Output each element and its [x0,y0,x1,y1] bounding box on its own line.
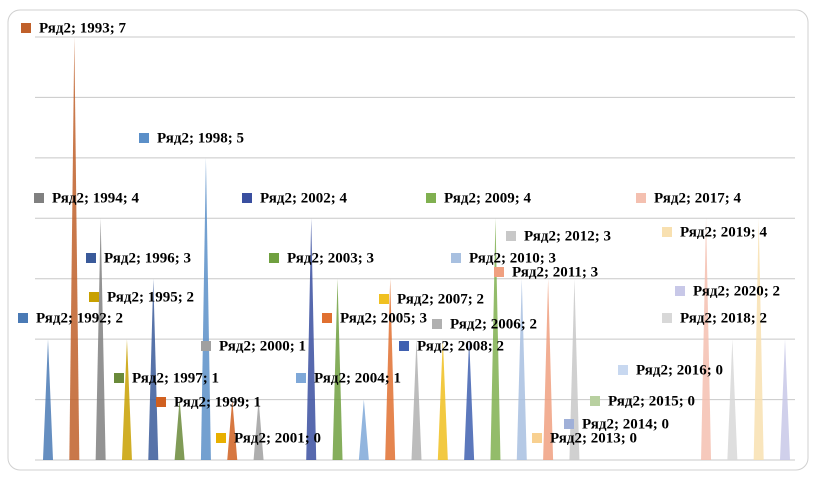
data-label: Ряд2; 2016; 0 [636,362,723,378]
data-label: Ряд2; 2004; 1 [314,370,401,386]
spike [69,37,80,460]
label-key [21,23,31,33]
data-label: Ряд2; 2012; 3 [524,228,611,244]
data-label: Ряд2; 1999; 1 [174,394,261,410]
data-label: Ряд2; 2019; 4 [680,224,767,240]
data-label: Ряд2; 2008; 2 [417,338,504,354]
spike [753,218,764,460]
data-label: Ряд2; 2014; 0 [582,416,669,432]
data-label: Ряд2; 2005; 3 [340,310,427,326]
spike [490,218,501,460]
data-label: Ряд2; 2000; 1 [219,338,306,354]
label-key [506,231,516,241]
label-key [590,396,600,406]
data-label: Ряд2; 1993; 7 [39,20,126,36]
data-label: Ряд2; 2006; 2 [450,316,537,332]
label-key [89,292,99,302]
label-key [662,313,672,323]
spike [411,339,422,460]
label-key [114,373,124,383]
spike [543,278,554,460]
label-key [201,341,211,351]
spike [701,218,712,460]
label-key [532,433,542,443]
data-label: Ряд2; 1995; 2 [107,289,194,305]
label-key [564,419,574,429]
data-label: Ряд2; 1998; 5 [157,130,244,146]
label-key [399,341,409,351]
spike [148,278,159,460]
data-label: Ряд2; 1996; 3 [104,250,191,266]
label-key [494,267,504,277]
spike [780,339,790,460]
label-key [296,373,306,383]
data-label: Ряд2; 2013; 0 [550,430,637,446]
spike [200,157,211,460]
label-key [269,253,279,263]
data-label: Ряд2; 2009; 4 [444,190,531,206]
label-key [675,286,685,296]
spike [437,339,448,460]
spike [569,278,580,460]
label-key [379,294,389,304]
data-label: Ряд2; 2002; 4 [260,190,347,206]
label-key [18,313,28,323]
label-key [618,365,628,375]
data-label: Ряд2; 2020; 2 [693,283,780,299]
label-key [426,193,436,203]
label-key [86,253,96,263]
spike [227,399,238,460]
data-label: Ряд2; 2011; 3 [512,264,598,280]
data-label: Ряд2; 2017; 4 [654,190,741,206]
label-key [156,397,166,407]
label-key [662,227,672,237]
data-label: Ряд2; 1994; 4 [52,190,139,206]
data-label: Ряд2; 1992; 2 [36,310,123,326]
data-label: Ряд2; 2018; 2 [680,310,767,326]
data-label: Ряд2; 2010; 3 [469,250,556,266]
spike [121,339,132,460]
label-key [636,193,646,203]
spike [253,399,264,460]
spike [43,339,53,460]
data-label: Ряд2; 1997; 1 [132,370,219,386]
spike [516,278,527,460]
spike [306,218,317,460]
label-key [34,193,44,203]
spike [464,339,475,460]
data-label: Ряд2; 2001; 0 [234,430,321,446]
label-key [451,253,461,263]
spike [174,399,185,460]
spike [727,339,738,460]
data-label: Ряд2; 2015; 0 [608,393,695,409]
spike [358,399,369,460]
data-label: Ряд2; 2003; 3 [287,250,374,266]
label-key [216,433,226,443]
label-key [242,193,252,203]
label-key [139,133,149,143]
spike [385,278,396,460]
data-label: Ряд2; 2007; 2 [397,291,484,307]
label-key [322,313,332,323]
spike [332,278,343,460]
spike [95,218,106,460]
label-key [432,319,442,329]
